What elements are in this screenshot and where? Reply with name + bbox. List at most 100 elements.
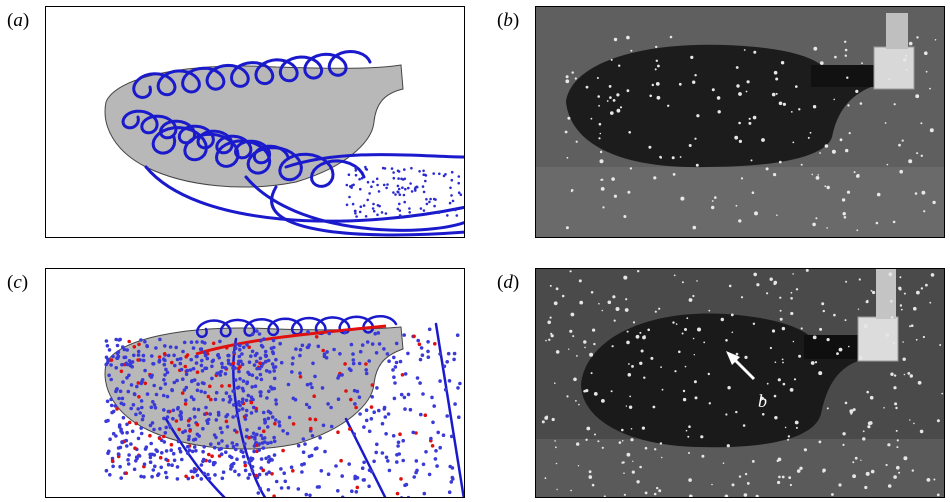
particle [185, 450, 190, 455]
particle [354, 169, 358, 172]
bubble [653, 492, 657, 496]
bubble [866, 390, 869, 394]
bubble [904, 54, 908, 57]
particle [272, 369, 276, 373]
bubble [631, 365, 634, 368]
particle [358, 349, 363, 354]
bubble [746, 482, 750, 485]
bubble [725, 339, 728, 342]
particle [165, 370, 170, 375]
bubble [544, 416, 549, 420]
particle [188, 429, 192, 433]
particle [136, 381, 141, 385]
bubble [930, 273, 935, 277]
bubble [893, 475, 897, 479]
particle [415, 185, 419, 189]
particle [240, 362, 245, 367]
bubble [746, 80, 750, 84]
particle [386, 459, 390, 463]
bubble [774, 361, 777, 363]
bubble [743, 49, 746, 51]
particle [293, 397, 298, 402]
bubble [901, 139, 904, 142]
wing-shape-dark [566, 44, 871, 168]
bubble [651, 83, 654, 87]
bubble [862, 430, 865, 433]
bubble [826, 407, 829, 410]
bubble [864, 485, 868, 490]
bubble [865, 300, 869, 304]
bubble [549, 316, 552, 319]
particle [152, 383, 156, 388]
particle [117, 423, 122, 427]
particle [348, 185, 352, 188]
particle [426, 340, 430, 344]
particle [308, 417, 312, 421]
bubble [590, 291, 594, 294]
bubble [899, 288, 902, 291]
particle [220, 384, 224, 388]
particle [371, 207, 375, 210]
bubble [586, 426, 591, 431]
particle [358, 210, 362, 214]
particle [372, 459, 376, 464]
particle [106, 357, 110, 362]
particle [185, 444, 190, 449]
bubble [738, 92, 742, 96]
particle [238, 343, 242, 348]
particle [116, 350, 121, 354]
bubble [821, 302, 825, 306]
particle [416, 338, 421, 343]
bubble [555, 446, 557, 449]
bubble [577, 465, 580, 467]
particle [257, 426, 262, 431]
particle [261, 436, 265, 441]
particle [408, 211, 412, 214]
particle [139, 474, 143, 479]
bubble [781, 358, 784, 361]
particle [176, 439, 181, 444]
arrow-icon [726, 351, 756, 381]
bubble [545, 339, 547, 342]
particle [260, 441, 265, 445]
particle [207, 452, 211, 457]
bubble [727, 386, 731, 390]
particle [136, 436, 141, 441]
particle [340, 373, 344, 377]
particle [149, 441, 153, 446]
particle [340, 474, 345, 478]
particle [166, 409, 171, 414]
bubble [640, 349, 644, 353]
bubble [735, 66, 739, 69]
bubble [625, 298, 628, 301]
bubble [561, 294, 565, 298]
bubble [875, 221, 879, 225]
particle [291, 469, 295, 473]
particle [174, 419, 179, 423]
particle [442, 364, 447, 369]
particle [415, 376, 420, 380]
particle [258, 361, 262, 365]
particle [154, 346, 158, 350]
particle [226, 358, 231, 363]
bubble [769, 346, 772, 350]
bubble [609, 96, 612, 99]
bubble [735, 204, 738, 207]
particle [128, 362, 133, 366]
particle [438, 379, 442, 383]
particle [119, 369, 124, 374]
particle [257, 332, 262, 336]
particle [200, 358, 204, 363]
bubble [847, 104, 850, 107]
particle [212, 433, 217, 437]
bubble [796, 469, 801, 473]
particle [329, 405, 333, 410]
particle [457, 191, 461, 194]
particle [233, 469, 237, 474]
bubble [926, 478, 931, 482]
bubble [637, 270, 640, 273]
particle [257, 472, 262, 477]
particle [242, 345, 246, 350]
particle [277, 420, 281, 424]
particle [372, 410, 377, 414]
